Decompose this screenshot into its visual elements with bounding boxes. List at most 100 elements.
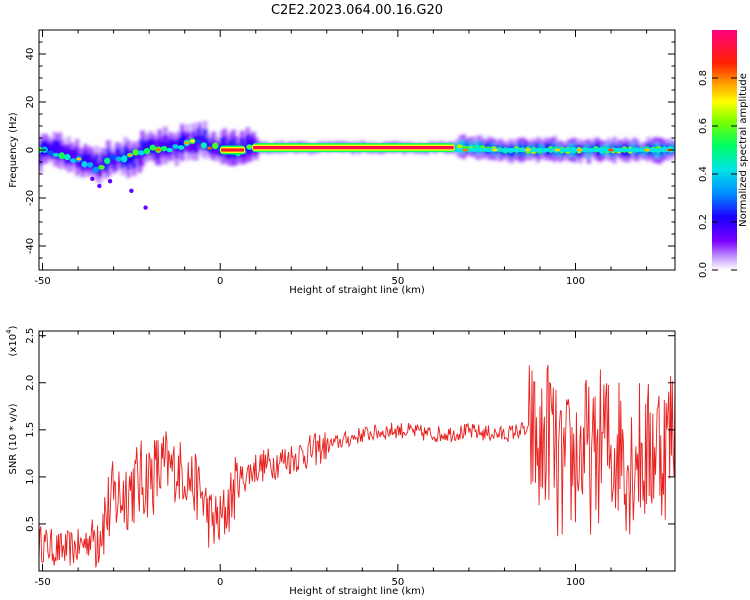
y-tick-label: 2.0 [25, 375, 36, 391]
heatmap-cell [94, 154, 100, 174]
heatmap-cell [49, 145, 54, 157]
heatmap-cell [131, 149, 137, 169]
spectrogram-ticks: -50 0 50 100 -40 -20 0 20 40 [25, 29, 675, 287]
heatmap-cell [46, 142, 52, 156]
colorbar: 0.0 0.2 0.4 0.6 0.8 Normalized spectral ampl… [698, 30, 749, 278]
spectrogram-ylabel: Frequency (Hz) [8, 112, 19, 188]
figure-title: C2E2.2023.064.00.16.G20 [271, 3, 443, 18]
heatmap-blob [109, 154, 117, 160]
heatmap-cell [163, 135, 168, 156]
snr-scale-note: (x104) [5, 325, 19, 356]
heatmap-blob [160, 145, 168, 152]
heatmap-point [143, 205, 148, 210]
y-tick-label: 1.0 [25, 469, 36, 485]
heatmap-band-spot [607, 148, 614, 152]
heatmap-cell [83, 150, 89, 166]
heatmap-band [454, 148, 675, 152]
heatmap-blob [69, 158, 77, 163]
heatmap-cell [177, 136, 182, 153]
heatmap-cell [111, 158, 117, 170]
snr-plot-area [39, 331, 675, 571]
heatmap-blob [127, 153, 133, 157]
heatmap-blob [194, 139, 202, 144]
heatmap-point [107, 179, 113, 184]
colorbar-label: Normalized spectral amplitude [738, 73, 749, 227]
snr-ylabel: SNR (10 * v/v) [8, 403, 19, 474]
heatmap-cell [57, 140, 63, 161]
heatmap-blob [200, 142, 208, 149]
snr-panel: -50 0 50 100 0.5 1.0 1.5 2.0 2.5 Height of strai… [5, 325, 676, 597]
heatmap-cell [72, 148, 77, 160]
heatmap-cell [126, 148, 131, 170]
colorbar-tick-label: 0.2 [698, 214, 709, 230]
heatmap-blob [115, 156, 122, 162]
heatmap-cell [452, 143, 458, 150]
heatmap-cell [202, 129, 208, 151]
heatmap-cell [86, 154, 91, 171]
colorbar-tick-label: 0.4 [698, 166, 709, 182]
spectrogram-panel: -50 0 50 100 -40 -20 0 20 40 Height of straight … [8, 29, 676, 296]
heatmap-cell [137, 147, 143, 166]
heatmap-band-spot [491, 148, 498, 152]
heatmap-cell [114, 148, 120, 165]
heatmap-blob [212, 142, 219, 150]
y-tick-label: -20 [25, 190, 36, 206]
heatmap-blob [246, 145, 252, 149]
heatmap-blob [155, 148, 161, 152]
heatmap-point [90, 176, 95, 181]
heatmap-band-spot [576, 148, 583, 152]
x-tick-label: -50 [34, 276, 50, 287]
heatmap-cell [165, 141, 171, 155]
heatmap-band-spot [644, 148, 651, 152]
colorbar-tick-label: 0.6 [698, 118, 709, 134]
heatmap-band-spot [554, 148, 561, 152]
x-tick-label: 50 [391, 577, 404, 588]
heatmap-blob [86, 162, 94, 168]
heatmap-blob [58, 152, 65, 160]
y-tick-label: 40 [25, 48, 36, 61]
heatmap-blob [207, 146, 213, 150]
heatmap-cell [117, 148, 123, 162]
snr-frame [38, 330, 676, 572]
x-tick-label: 100 [566, 276, 585, 287]
heatmap-blob [98, 164, 105, 170]
heatmap-cell [123, 145, 128, 166]
colorbar-tick-label: 0.8 [698, 70, 709, 86]
heatmap-blob [132, 149, 139, 156]
x-tick-label: 50 [391, 276, 404, 287]
heatmap-blob [64, 153, 71, 161]
snr-scale-exponent: 4 [5, 329, 13, 334]
heatmap-blob [143, 147, 151, 155]
x-tick-label: 0 [217, 577, 223, 588]
heatmap-band-spot [462, 148, 469, 152]
heatmap-cell [188, 141, 194, 154]
colorbar-ticks: 0.0 0.2 0.4 0.6 0.8 [698, 70, 737, 278]
heatmap-cell [205, 137, 211, 150]
heatmap-blob [189, 139, 195, 143]
heatmap-cell [200, 134, 205, 150]
heatmap-blob [172, 144, 179, 149]
heatmap-point [97, 183, 102, 189]
heatmap-cell [174, 140, 180, 159]
heatmap-cell [52, 139, 57, 159]
y-tick-label: 1.5 [25, 422, 36, 438]
heatmap-cell [92, 157, 97, 172]
y-tick-label: 0.5 [25, 516, 36, 532]
heatmap-cell [180, 132, 185, 153]
heatmap-cell [128, 150, 134, 164]
heatmap-cell [55, 140, 60, 159]
heatmap-cell [69, 148, 74, 165]
heatmap-band-spot [524, 148, 531, 152]
snr-ticks: -50 0 50 100 0.5 1.0 1.5 2.0 2.5 [25, 328, 675, 588]
heatmap-band-core [253, 146, 454, 150]
heatmap-blob [104, 157, 111, 165]
heatmap-cell [60, 144, 66, 159]
heatmap-cell [89, 152, 94, 168]
heatmap-cell [194, 135, 199, 154]
heatmap-blob [47, 150, 54, 156]
snr-series-line [39, 364, 675, 568]
heatmap-blob [149, 144, 156, 151]
snr-xlabel: Height of straight line (km) [289, 586, 425, 597]
x-tick-label: -50 [34, 577, 50, 588]
